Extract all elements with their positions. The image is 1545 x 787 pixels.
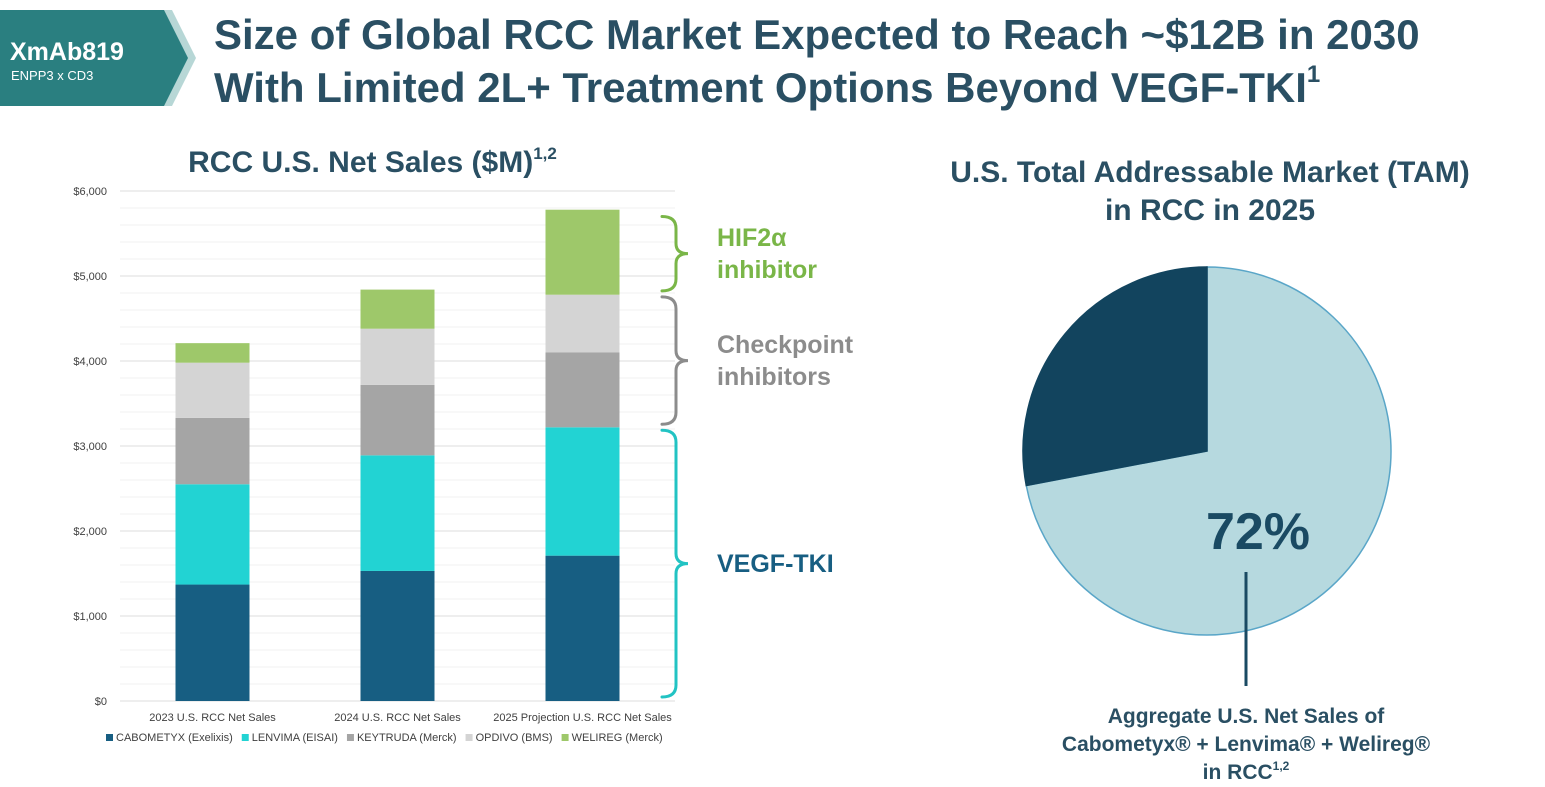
pie-caption: Aggregate U.S. Net Sales of Cabometyx® +… <box>1000 703 1492 787</box>
pie-caption-line-3: in RCC1,2 <box>1000 759 1492 787</box>
title-line-1: Size of Global RCC Market Expected to Re… <box>214 11 1420 58</box>
pie-caption-line-2: Cabometyx® + Lenvima® + Welireg® <box>1061 733 1431 756</box>
annotation-label-line: inhibitors <box>717 362 831 391</box>
bar-segment <box>175 343 250 363</box>
annotation-label-line: inhibitor <box>717 255 817 284</box>
bar-chart-title-text: RCC U.S. Net Sales ($M) <box>188 146 534 179</box>
bar-segment <box>360 455 435 571</box>
legend-label: CABOMETYX (Exelixis) <box>116 732 233 744</box>
tag-arrow-shape <box>0 10 196 106</box>
pie-value-label: 72% <box>1205 503 1311 561</box>
y-tick-label: $5,000 <box>73 271 107 283</box>
legend-label: LENVIMA (EISAI) <box>252 732 338 744</box>
title-line-2: With Limited 2L+ Treatment Options Beyon… <box>214 61 1539 114</box>
bar-segment <box>545 555 620 701</box>
pie-slice <box>1022 266 1208 487</box>
annotation-label-line: VEGF-TKI <box>717 549 834 578</box>
bar-segment <box>545 427 620 556</box>
bar-segment <box>545 209 620 295</box>
y-tick-label: $0 <box>95 696 107 708</box>
legend-label: WELIREG (Merck) <box>572 732 663 744</box>
bar-segment <box>545 294 620 353</box>
legend-swatch <box>241 734 249 741</box>
title-footnote: 1 <box>1306 61 1321 88</box>
x-tick-label: 2023 U.S. RCC Net Sales <box>149 712 276 724</box>
tag-subtitle: ENPP3 x CD3 <box>11 68 94 83</box>
pie-chart-title: U.S. Total Addressable Market (TAM) in R… <box>880 154 1540 230</box>
y-tick-label: $3,000 <box>73 441 107 453</box>
pie-caption-footnote: 1,2 <box>1272 759 1290 773</box>
product-tag: XmAb819 ENPP3 x CD3 <box>0 10 200 106</box>
legend-label: OPDIVO (BMS) <box>476 732 553 744</box>
legend-swatch <box>465 734 473 741</box>
y-tick-label: $4,000 <box>73 356 107 368</box>
y-tick-label: $2,000 <box>73 526 107 538</box>
pie-slice <box>1025 266 1392 636</box>
bar-segment <box>360 384 435 456</box>
bar-chart-title-footnote: 1,2 <box>533 144 557 163</box>
pie-title-line-2: in RCC in 2025 <box>1104 194 1316 227</box>
legend-label: KEYTRUDA (Merck) <box>357 732 457 744</box>
bar-chart: $0 $1,000 $2,000 $3,000 $4,000 $5,000 $6,000 20… <box>73 186 689 744</box>
bar-segment <box>175 484 250 585</box>
annotation-label: VEGF-TKI <box>717 548 834 580</box>
annotation-label: Checkpoint inhibitors <box>717 329 853 393</box>
pie-chart <box>1022 266 1392 686</box>
pie-caption-line-1: Aggregate U.S. Net Sales of <box>1107 705 1385 728</box>
bar-segment <box>175 362 250 418</box>
pie-title-line-1: U.S. Total Addressable Market (TAM) <box>950 156 1470 189</box>
annotation-label: HIF2α inhibitor <box>717 222 817 286</box>
annotation-bracket <box>660 215 689 293</box>
x-tick-label: 2025 Projection U.S. RCC Net Sales <box>493 712 672 724</box>
legend-swatch <box>561 734 569 741</box>
y-tick-label: $1,000 <box>73 611 107 623</box>
annotation-label-line: Checkpoint <box>717 330 854 359</box>
bar-segment <box>175 417 250 485</box>
bar-segment <box>360 328 435 385</box>
x-tick-label: 2024 U.S. RCC Net Sales <box>334 712 461 724</box>
bar-segment <box>360 570 435 701</box>
bar-segment <box>545 352 620 428</box>
bar-segment <box>360 289 435 329</box>
title-line-2-text: With Limited 2L+ Treatment Options Beyon… <box>214 64 1307 111</box>
tag-title: XmAb819 <box>10 38 124 66</box>
pie-caption-line-3-text: in RCC <box>1202 761 1273 784</box>
annotation-bracket <box>660 428 689 699</box>
legend-swatch <box>106 734 113 741</box>
bar-segment <box>175 584 250 701</box>
annotation-bracket <box>660 295 689 426</box>
y-tick-label: $6,000 <box>73 186 107 198</box>
annotation-label-line: HIF2α <box>717 223 787 252</box>
bar-chart-title: RCC U.S. Net Sales ($M)1,2 <box>120 144 625 180</box>
legend-swatch <box>346 734 354 741</box>
page-title: Size of Global RCC Market Expected to Re… <box>214 8 1539 114</box>
